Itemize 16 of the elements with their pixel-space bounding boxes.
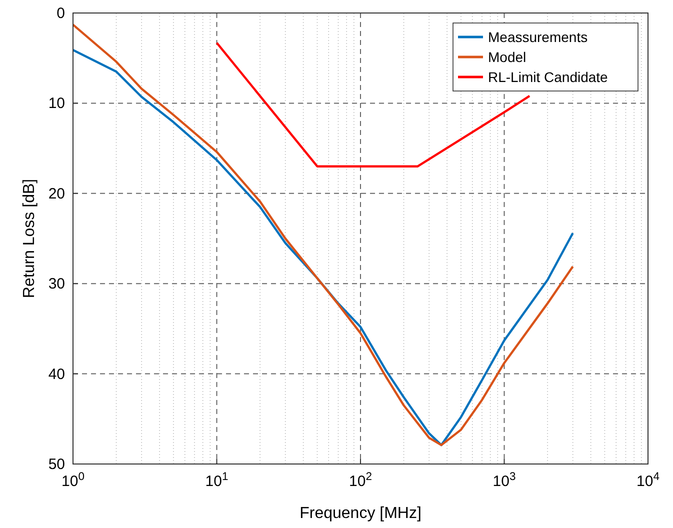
x-tick-label: 10$^{0}$ xyxy=(62,471,84,490)
y-tick-label: 30 xyxy=(48,276,65,293)
y-tick-label: 20 xyxy=(48,185,65,202)
x-tick-label: 10$^{1}$ xyxy=(205,471,228,490)
legend-label: Model xyxy=(488,49,526,65)
y-tick-label: 50 xyxy=(48,456,65,473)
legend-label: RL-Limit Candidate xyxy=(488,69,608,85)
x-axis-title: Frequency [MHz] xyxy=(300,505,422,522)
y-tick-label: 40 xyxy=(48,366,65,383)
x-tick-label: 10$^{4}$ xyxy=(636,471,660,490)
legend-label: Meassurements xyxy=(488,29,588,45)
y-tick-label: 0 xyxy=(56,5,65,22)
y-axis-title: Return Loss [dB] xyxy=(21,178,38,298)
x-tick-label: 10$^{3}$ xyxy=(492,471,516,490)
y-tick-label: 10 xyxy=(48,95,65,112)
x-tick-label: 10$^{2}$ xyxy=(349,471,372,490)
